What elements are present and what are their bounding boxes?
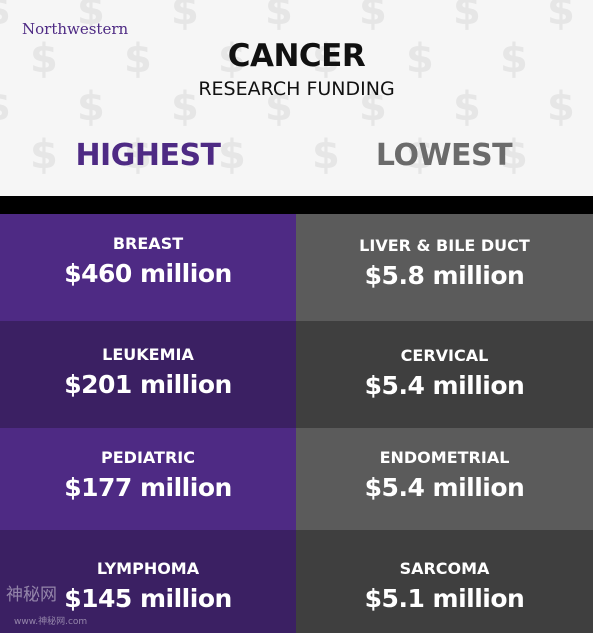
header: $$$$$$$$$$$$$$$$$$$$$$$$$$$$$$$$ Northwe… (0, 0, 593, 196)
dollar-sign-icon: $ (265, 0, 293, 34)
lowest-cell: ENDOMETRIAL $5.4 million (296, 428, 593, 530)
dollar-pattern-background: $$$$$$$$$$$$$$$$$$$$$$$$$$$$$$$$ (0, 0, 593, 196)
dollar-sign-icon: $ (406, 132, 434, 178)
lowest-cell: LIVER & BILE DUCT $5.8 million (296, 214, 593, 321)
dollar-sign-icon: $ (359, 84, 387, 130)
northwestern-logo: Northwestern (22, 20, 129, 38)
funding-amount: $460 million (64, 259, 232, 288)
cancer-name: LYMPHOMA (96, 559, 200, 578)
funding-amount: $5.8 million (364, 261, 525, 290)
cancer-name: ENDOMETRIAL (379, 448, 510, 467)
funding-amount: $201 million (64, 370, 232, 399)
highest-cell: BREAST $460 million (0, 214, 296, 321)
dollar-sign-icon: $ (218, 36, 246, 82)
highest-cell: LEUKEMIA $201 million (0, 321, 296, 428)
watermark-url: www.神秘网.com (14, 617, 88, 627)
dollar-sign-icon: $ (171, 0, 199, 34)
funding-amount: $5.4 million (364, 473, 525, 502)
dollar-sign-icon: $ (124, 132, 152, 178)
dollar-sign-icon: $ (359, 0, 387, 34)
funding-amount: $177 million (64, 473, 232, 502)
dollar-sign-icon: $ (312, 132, 340, 178)
funding-amount: $5.4 million (364, 371, 525, 400)
dollar-sign-icon: $ (124, 36, 152, 82)
dollar-sign-icon: $ (547, 0, 575, 34)
cancer-name: CERVICAL (400, 346, 489, 365)
dollar-sign-icon: $ (30, 132, 58, 178)
dollar-sign-icon: $ (0, 84, 11, 130)
page-title: CANCER (227, 38, 366, 74)
dollar-sign-icon: $ (77, 0, 105, 34)
page-subtitle: RESEARCH FUNDING (198, 78, 395, 100)
highest-cell: PEDIATRIC $177 million (0, 428, 296, 530)
funding-grid: BREAST $460 million LEUKEMIA $201 millio… (0, 214, 593, 633)
dollar-sign-icon: $ (77, 84, 105, 130)
cancer-name: PEDIATRIC (101, 448, 195, 467)
dollar-sign-icon: $ (0, 0, 11, 34)
divider-bar (0, 196, 593, 214)
dollar-sign-icon: $ (406, 36, 434, 82)
dollar-sign-icon: $ (453, 84, 481, 130)
dollar-sign-icon: $ (171, 84, 199, 130)
dollar-sign-icon: $ (30, 36, 58, 82)
watermark-text: 神秘网 (6, 585, 57, 605)
lowest-cell: SARCOMA $5.1 million (296, 530, 593, 633)
lowest-heading: LOWEST (375, 138, 513, 173)
highest-cell: LYMPHOMA $145 million (0, 530, 296, 633)
dollar-sign-icon: $ (547, 84, 575, 130)
dollar-sign-icon: $ (500, 132, 528, 178)
cancer-name: LEUKEMIA (102, 345, 194, 364)
lowest-cell: CERVICAL $5.4 million (296, 321, 593, 428)
funding-amount: $145 million (64, 584, 232, 613)
dollar-sign-icon: $ (312, 36, 340, 82)
dollar-sign-icon: $ (218, 132, 246, 178)
cancer-name: SARCOMA (399, 559, 490, 578)
cancer-name: LIVER & BILE DUCT (359, 236, 530, 255)
cancer-name: BREAST (112, 234, 184, 253)
dollar-sign-icon: $ (453, 0, 481, 34)
funding-amount: $5.1 million (364, 584, 525, 613)
dollar-sign-icon: $ (265, 84, 293, 130)
highest-heading: HIGHEST (75, 138, 221, 173)
dollar-sign-icon: $ (500, 36, 528, 82)
